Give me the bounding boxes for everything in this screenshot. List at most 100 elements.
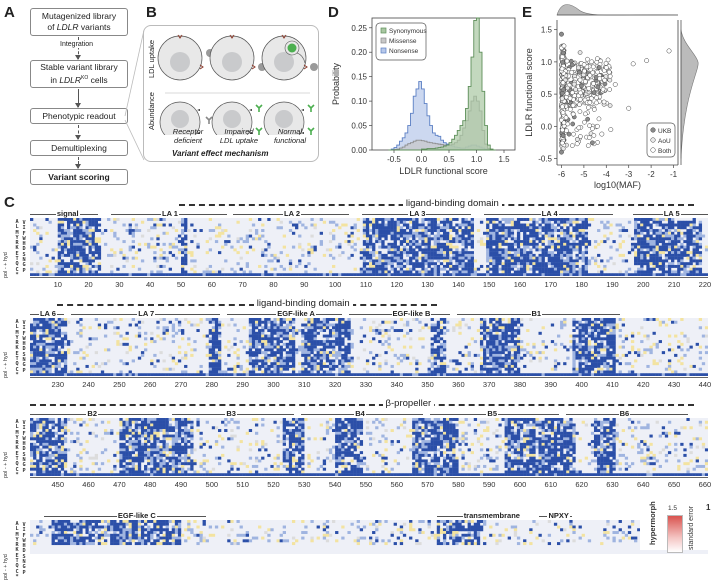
heatmap-cell	[79, 335, 82, 338]
heatmap-cell	[600, 273, 603, 276]
heatmap-cell	[73, 240, 76, 243]
heatmap-cell	[443, 346, 446, 349]
step-text-gene: LDLR	[59, 75, 81, 85]
heatmap-cell	[335, 351, 338, 354]
heatmap-cell	[566, 270, 569, 273]
heatmap-cell	[70, 218, 73, 221]
heatmap-cell	[449, 259, 452, 262]
heatmap-cell	[403, 346, 406, 349]
heatmap-cell	[511, 218, 514, 221]
heatmap-cell	[431, 237, 434, 240]
heatmap-cell	[468, 343, 471, 346]
heatmap-cell	[363, 257, 366, 260]
heatmap-cell	[498, 324, 501, 327]
heatmap-cell	[58, 335, 61, 338]
heatmap-cell	[258, 235, 261, 238]
heatmap-cell	[554, 373, 557, 376]
heatmap-cell	[138, 243, 141, 246]
heatmap-cell	[70, 246, 73, 249]
heatmap-cell	[394, 237, 397, 240]
heatmap-cell	[477, 229, 480, 232]
heatmap-cell	[619, 273, 622, 276]
heatmap-cell	[594, 370, 597, 373]
heatmap-cell	[514, 221, 517, 224]
heatmap-cell	[480, 273, 483, 276]
heatmap-cell	[314, 332, 317, 335]
heatmap-cell	[585, 224, 588, 227]
heatmap-cell	[236, 354, 239, 357]
heatmap-cell	[659, 254, 662, 257]
heatmap-cell	[58, 332, 61, 335]
scatter-point	[577, 126, 581, 130]
heatmap-cell	[200, 229, 203, 232]
heatmap-cell	[406, 262, 409, 265]
heatmap-cell	[344, 365, 347, 368]
heatmap-cell	[656, 240, 659, 243]
heatmap-cell	[511, 318, 514, 321]
heatmap-cell	[403, 229, 406, 232]
heatmap-cell	[203, 270, 206, 273]
heatmap-cell	[532, 373, 535, 376]
heatmap-cell	[218, 357, 221, 360]
heatmap-cell	[446, 321, 449, 324]
heatmap-cell	[215, 365, 218, 368]
heatmap-cell	[119, 248, 122, 251]
heatmap-cell	[246, 368, 249, 371]
heatmap-cell	[585, 251, 588, 254]
heatmap-cell	[631, 248, 634, 251]
heatmap-cell	[378, 273, 381, 276]
heatmap-cell	[690, 229, 693, 232]
heatmap-cell	[169, 373, 172, 376]
heatmap-cell	[671, 257, 674, 260]
heatmap-cell	[443, 354, 446, 357]
heatmap-cell	[153, 354, 156, 357]
heatmap-cell	[579, 362, 582, 365]
heatmap-cell	[542, 273, 545, 276]
heatmap-cell	[449, 251, 452, 254]
scatter-point	[578, 78, 582, 82]
heatmap-cell	[443, 365, 446, 368]
heatmap-cell	[387, 248, 390, 251]
heatmap-cell	[82, 351, 85, 354]
heatmap-cell	[92, 232, 95, 235]
heatmap-cell	[628, 251, 631, 254]
heatmap-cell	[36, 251, 39, 254]
scatter-point	[613, 82, 617, 86]
heatmap-cell	[560, 373, 563, 376]
heatmap-cell	[665, 232, 668, 235]
heatmap-cell	[434, 229, 437, 232]
heatmap-cell	[45, 365, 48, 368]
heatmap-cell	[434, 337, 437, 340]
heatmap-cell	[572, 270, 575, 273]
heatmap-cell	[434, 270, 437, 273]
heatmap-cell	[163, 251, 166, 254]
heatmap-cell	[434, 224, 437, 227]
flow-step-demultiplexing: Demultiplexing	[30, 140, 128, 156]
heatmap-cell	[394, 273, 397, 276]
heatmap-cell	[391, 321, 394, 324]
heatmap-cell	[437, 243, 440, 246]
heatmap-cell	[656, 251, 659, 254]
heatmap-cell	[634, 254, 637, 257]
heatmap-cell	[575, 373, 578, 376]
heatmap-cell	[79, 254, 82, 257]
heatmap-cell	[372, 254, 375, 257]
heatmap-cell	[144, 348, 147, 351]
heatmap-cell	[33, 273, 36, 276]
heatmap-cell	[375, 373, 378, 376]
heatmap-cell	[563, 270, 566, 273]
heatmap-cell	[428, 251, 431, 254]
heatmap-cell	[394, 354, 397, 357]
heatmap-cell	[397, 218, 400, 221]
heatmap-cell	[240, 273, 243, 276]
scatter-point	[560, 128, 564, 132]
heatmap-cell	[264, 343, 267, 346]
heatmap-cell	[480, 265, 483, 268]
heatmap-cell	[440, 359, 443, 362]
heatmap-cell	[588, 365, 591, 368]
heatmap-cell	[42, 346, 45, 349]
heatmap-cell	[92, 259, 95, 262]
heatmap-cell	[33, 365, 36, 368]
heatmap-cell	[314, 326, 317, 329]
heatmap-cell	[566, 254, 569, 257]
